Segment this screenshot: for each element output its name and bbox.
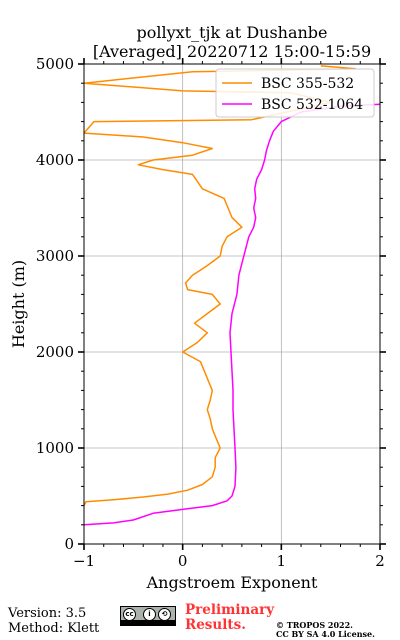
- preliminary-label-line1: Preliminary: [185, 602, 275, 618]
- plot-frame: [83, 63, 381, 545]
- y-tick-label: 0: [64, 535, 74, 553]
- y-tick-label: 1000: [36, 439, 74, 457]
- y-tick-label: 5000: [36, 55, 74, 73]
- legend-box: [215, 68, 375, 118]
- series-line: [84, 65, 357, 506]
- y-tick-label: 4000: [36, 151, 74, 169]
- series-group: [84, 65, 380, 526]
- legend-label: BSC 532-1064: [261, 97, 363, 113]
- cc-icon: cc: [123, 608, 136, 621]
- cc-badge-strip: [121, 620, 175, 625]
- copyright-line2: CC BY SA 4.0 License.: [276, 629, 375, 639]
- cc-license-badge: cc i ⟲: [120, 606, 176, 626]
- series-line: [84, 103, 380, 526]
- version-label: Version: 3.5: [8, 606, 87, 621]
- chart-title: pollyxt_tjk at Dushanbe: [136, 23, 328, 42]
- y-axis-label: Height (m): [9, 260, 28, 348]
- x-tick-label: 2: [375, 552, 385, 570]
- copyright-line1: © TROPOS 2022.: [276, 620, 353, 630]
- y-tick-label: 3000: [36, 247, 74, 265]
- x-tick-label: 0: [178, 552, 188, 570]
- x-axis-label: Angstroem Exponent: [146, 573, 318, 592]
- x-tick-label: −1: [73, 552, 95, 570]
- preliminary-label-line2: Results.: [185, 617, 246, 633]
- y-tick-label: 2000: [36, 343, 74, 361]
- legend-label: BSC 355-532: [261, 76, 354, 92]
- chart-subtitle: [Averaged] 20220712 15:00-15:59: [92, 42, 372, 61]
- method-label: Method: Klett: [8, 621, 100, 636]
- x-tick-label: 1: [277, 552, 287, 570]
